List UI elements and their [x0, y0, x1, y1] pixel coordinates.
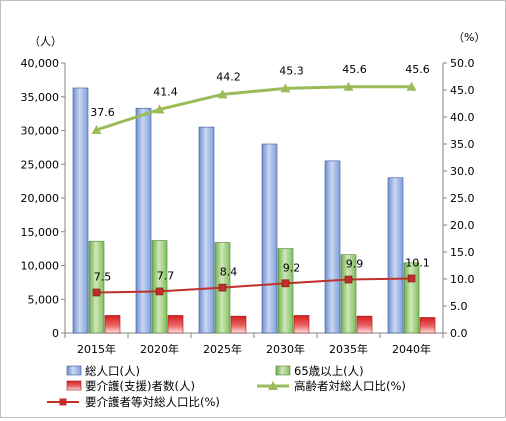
bar-series-group	[72, 87, 436, 334]
right-tick-label: 15.0	[450, 246, 475, 259]
x-tick-label: 2035年	[329, 342, 368, 356]
left-axis-unit: （人）	[29, 35, 62, 48]
x-tick-label: 2040年	[392, 342, 431, 356]
left-tick-label: 35,000	[21, 91, 60, 104]
series-line	[96, 277, 412, 294]
data-label: 37.6	[90, 106, 115, 119]
data-label: 7.7	[157, 269, 175, 282]
bar	[72, 87, 89, 334]
left-tick-label: 5,000	[28, 293, 60, 306]
data-label: 9.2	[283, 261, 301, 274]
left-tick-label: 0	[52, 327, 59, 340]
legend-label: 総人口(人)	[85, 364, 140, 378]
bar	[293, 315, 310, 334]
bar	[151, 240, 168, 334]
data-label-group: 37.6 41.4 44.2 45.3 45.6 45.6 7.5 7.7 8.4 9.2 9.9 1…	[90, 63, 430, 284]
x-tick-label: 2015年	[77, 342, 116, 356]
data-label: 10.1	[405, 256, 430, 269]
point-marker	[280, 83, 291, 93]
right-axis-unit: （%）	[453, 31, 485, 44]
right-tick-label: 5.0	[450, 300, 468, 313]
bar	[88, 240, 105, 334]
data-label: 8.4	[220, 266, 238, 279]
bar	[387, 177, 404, 334]
bar	[340, 254, 357, 334]
data-label: 41.4	[153, 85, 178, 98]
data-label: 45.6	[342, 63, 367, 76]
legend-marker	[268, 381, 278, 390]
legend-label: 要介護者等対総人口比(%)	[85, 395, 220, 409]
bar	[230, 315, 247, 334]
x-tick-label: 2020年	[140, 342, 179, 356]
legend-swatch	[66, 365, 82, 376]
axes: 0 5,000 10,000 15,000 20,000 25,000 30,000 35,0…	[21, 31, 486, 356]
right-tick-label: 25.0	[450, 192, 475, 205]
data-label: 45.3	[279, 64, 304, 77]
point-marker	[281, 279, 290, 288]
line-series-group	[91, 81, 417, 297]
point-marker	[155, 287, 164, 296]
x-tick-label: 2030年	[266, 342, 305, 356]
point-marker	[217, 89, 228, 99]
left-tick-label: 30,000	[21, 125, 60, 138]
right-tick-label: 10.0	[450, 273, 475, 286]
bar	[167, 315, 184, 334]
point-marker	[344, 275, 353, 284]
left-tick-label: 40,000	[21, 57, 60, 70]
right-tick-label: 40.0	[450, 111, 475, 124]
bar	[104, 315, 121, 334]
right-tick-label: 30.0	[450, 165, 475, 178]
bar	[403, 262, 420, 334]
left-tick-label: 25,000	[21, 158, 60, 171]
left-tick-label: 20,000	[21, 192, 60, 205]
bar	[277, 248, 294, 334]
point-marker	[343, 81, 354, 91]
legend-marker	[59, 398, 67, 406]
legend-swatch	[275, 365, 291, 376]
right-tick-label: 35.0	[450, 138, 475, 151]
right-tick-label: 20.0	[450, 219, 475, 232]
point-marker	[91, 124, 102, 134]
data-label: 7.5	[94, 271, 112, 284]
right-tick-label: 0.0	[450, 327, 468, 340]
bar	[356, 315, 373, 334]
point-marker	[218, 283, 227, 292]
left-tick-label: 10,000	[21, 260, 60, 273]
series-line	[96, 85, 412, 132]
point-marker	[407, 274, 416, 283]
left-tick-label: 15,000	[21, 226, 60, 239]
legend-swatch	[66, 380, 82, 391]
bar	[198, 126, 215, 334]
right-tick-label: 50.0	[450, 57, 475, 70]
bar	[419, 317, 436, 334]
bar	[324, 160, 341, 334]
legend-label: 要介護(支援)者数(人)	[85, 379, 195, 393]
bar	[261, 143, 278, 334]
point-marker	[154, 104, 165, 114]
right-tick-label: 45.0	[450, 84, 475, 97]
data-label: 45.6	[405, 63, 430, 76]
point-marker	[406, 81, 417, 91]
point-marker	[92, 288, 101, 297]
legend-label: 高齢者対総人口比(%)	[294, 379, 406, 393]
data-label: 9.9	[346, 258, 364, 271]
x-tick-label: 2025年	[203, 342, 242, 356]
legend-label: 65歳以上(人)	[294, 364, 364, 378]
legend: 総人口(人) 65歳以上(人) 要介護(支援)者数(人) 高齢者対総人口比(%) 要介護…	[47, 364, 406, 409]
data-label: 44.2	[216, 70, 241, 83]
bar	[135, 107, 152, 334]
